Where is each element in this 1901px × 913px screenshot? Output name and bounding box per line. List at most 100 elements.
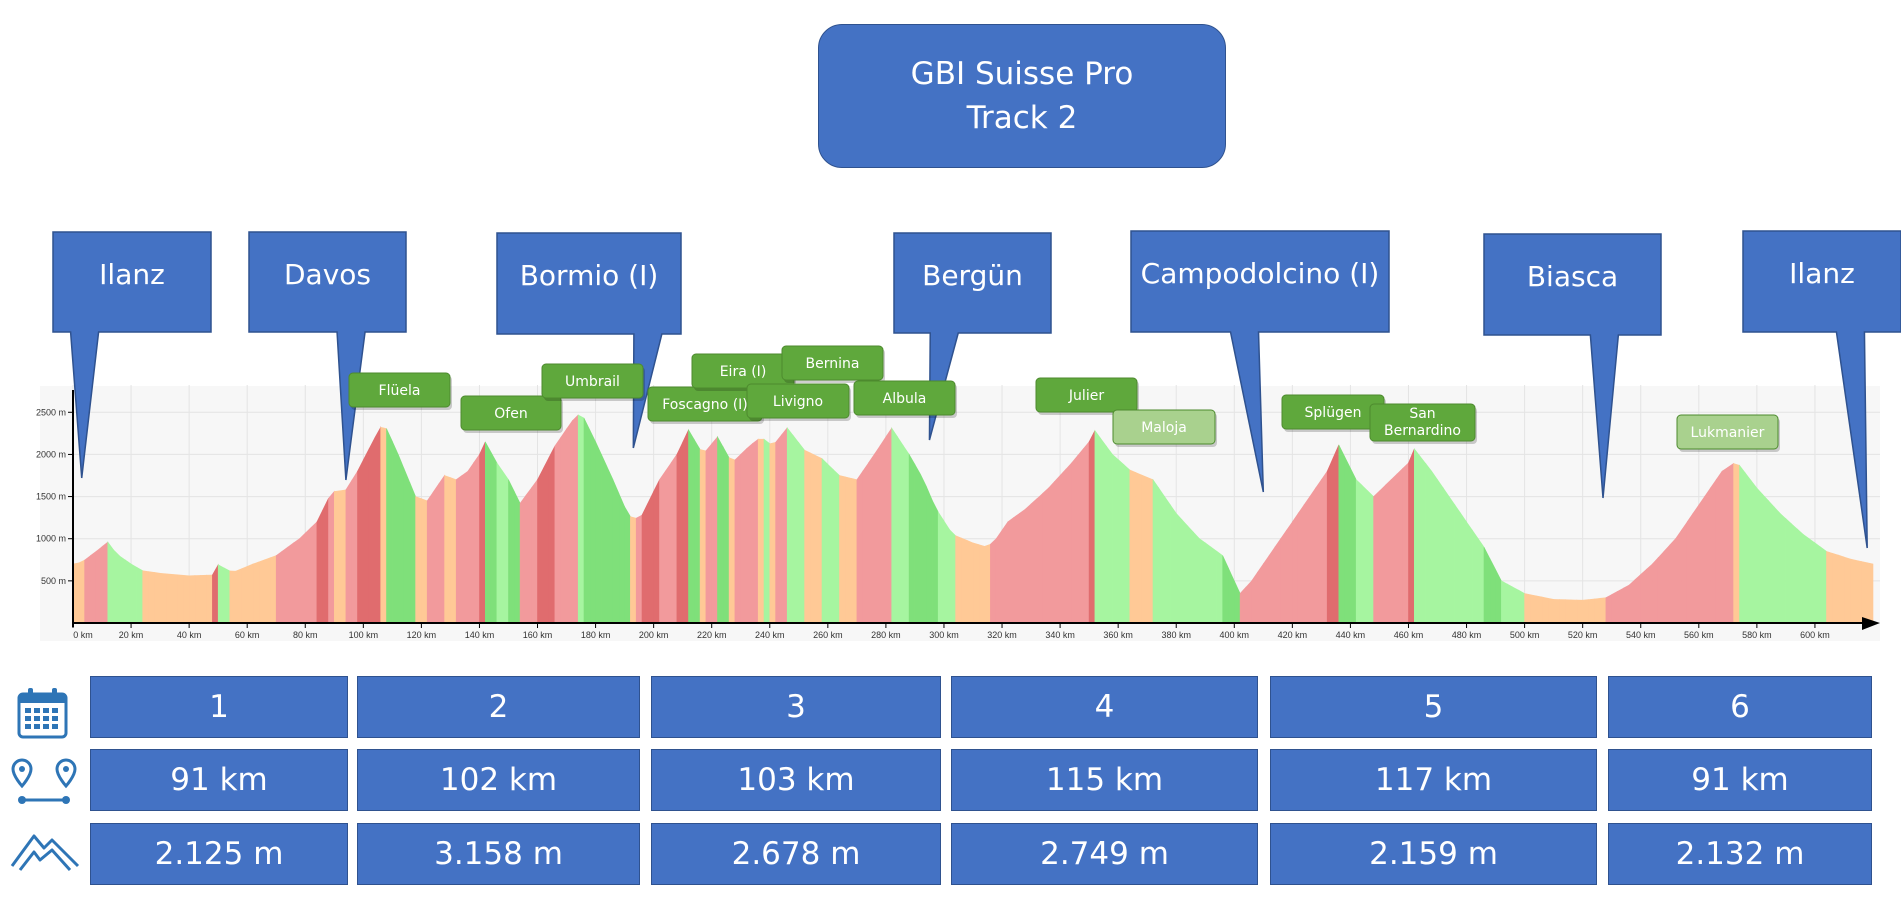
summary-cell: 2.132 m xyxy=(1608,823,1872,885)
profile-segment xyxy=(1094,429,1101,624)
x-tick-label: 520 km xyxy=(1568,630,1598,640)
profile-segment xyxy=(1530,594,1537,624)
profile-segment xyxy=(1774,506,1781,624)
profile-segment xyxy=(1814,542,1821,624)
x-tick-label: 540 km xyxy=(1626,630,1656,640)
profile-segment xyxy=(1437,478,1444,624)
profile-segment xyxy=(1013,512,1020,624)
profile-segment xyxy=(589,429,596,624)
pass-label-text: Splügen xyxy=(1305,405,1362,421)
profile-segment xyxy=(1245,580,1252,624)
profile-segment xyxy=(1524,593,1531,624)
profile-segment xyxy=(1483,546,1491,624)
profile-segment xyxy=(752,438,759,624)
profile-segment xyxy=(879,435,887,624)
profile-segment xyxy=(1326,457,1334,624)
profile-segment xyxy=(1803,533,1810,624)
profile-segment xyxy=(357,459,364,624)
profile-segment xyxy=(1686,512,1694,624)
profile-segment xyxy=(496,461,504,624)
profile-segment xyxy=(165,573,172,624)
profile-segment xyxy=(188,575,196,624)
profile-segment xyxy=(1100,437,1107,624)
summary-cell: 91 km xyxy=(1608,749,1872,811)
profile-segment xyxy=(850,477,858,624)
profile-segment xyxy=(1634,573,1641,624)
callout-label: Bormio (I) xyxy=(520,259,659,292)
profile-segment xyxy=(119,555,126,624)
profile-segment xyxy=(322,498,329,624)
profile-segment xyxy=(856,470,864,624)
profile-segment xyxy=(90,550,97,624)
y-tick-label: 2000 m xyxy=(36,449,66,459)
profile-segment xyxy=(1106,445,1113,624)
profile-segment xyxy=(1652,556,1659,624)
profile-segment xyxy=(1321,470,1328,624)
profile-segment xyxy=(1454,504,1461,624)
x-tick-label: 400 km xyxy=(1220,630,1250,640)
profile-segment xyxy=(258,559,265,624)
profile-segment xyxy=(415,496,422,624)
profile-segment xyxy=(1123,464,1131,624)
profile-segment xyxy=(1007,517,1014,624)
profile-segment xyxy=(798,441,805,624)
profile-segment xyxy=(1350,467,1357,624)
profile-segment xyxy=(1164,495,1171,624)
profile-segment xyxy=(885,427,893,624)
profile-segment xyxy=(1129,469,1136,624)
profile-segment xyxy=(1506,583,1514,624)
profile-segment xyxy=(1146,476,1154,624)
profile-segment xyxy=(821,457,829,624)
profile-segment xyxy=(450,477,457,624)
profile-segment xyxy=(1332,444,1340,624)
profile-segment xyxy=(1175,512,1183,624)
profile-segment xyxy=(1199,538,1206,624)
profile-segment xyxy=(1396,467,1403,624)
profile-segment xyxy=(1030,498,1038,624)
profile-segment xyxy=(763,438,771,624)
profile-segment xyxy=(897,435,904,624)
profile-segment xyxy=(1820,546,1827,624)
profile-segment xyxy=(438,474,445,624)
profile-segment xyxy=(682,429,689,624)
profile-segment xyxy=(304,526,312,624)
profile-segment xyxy=(554,436,562,624)
x-tick-label: 100 km xyxy=(349,630,379,640)
profile-segment xyxy=(833,469,840,624)
profile-segment xyxy=(601,454,608,624)
profile-segment xyxy=(1431,470,1438,624)
profile-segment xyxy=(1768,500,1775,624)
profile-segment xyxy=(473,453,480,624)
profile-segment xyxy=(804,449,811,624)
callout-shape xyxy=(52,231,212,479)
profile-segment xyxy=(513,491,521,624)
summary-cell: 2.125 m xyxy=(90,823,348,885)
pass-label: Bernina xyxy=(781,345,885,383)
profile-segment xyxy=(1837,554,1845,624)
profile-segment xyxy=(252,561,260,624)
pass-label: Livigno xyxy=(746,383,851,421)
pass-label-text: Eira (I) xyxy=(720,364,767,380)
pass-label-box xyxy=(1035,377,1138,413)
pass-label-text: Livigno xyxy=(773,394,823,410)
profile-segment xyxy=(1826,550,1833,624)
profile-segment xyxy=(287,542,294,624)
profile-segment xyxy=(1158,487,1165,624)
profile-segment xyxy=(746,443,753,624)
pass-label-text: Ofen xyxy=(494,406,527,422)
profile-segment xyxy=(792,434,800,624)
profile-segment xyxy=(577,414,585,624)
profile-segment xyxy=(932,500,939,624)
profile-segment xyxy=(235,568,242,624)
pass-label: Julier xyxy=(1035,377,1139,415)
x-tick-label: 580 km xyxy=(1742,630,1772,640)
profile-segment xyxy=(397,454,405,624)
profile-segment xyxy=(351,470,358,624)
callout-label: Biasca xyxy=(1527,260,1618,293)
route-distance-icon xyxy=(11,758,77,804)
profile-segment xyxy=(978,544,985,624)
profile-segment xyxy=(920,474,927,624)
pass-label-text: Bernardino xyxy=(1384,423,1461,439)
profile-segment xyxy=(368,437,376,624)
x-tick-label: 320 km xyxy=(987,630,1017,640)
